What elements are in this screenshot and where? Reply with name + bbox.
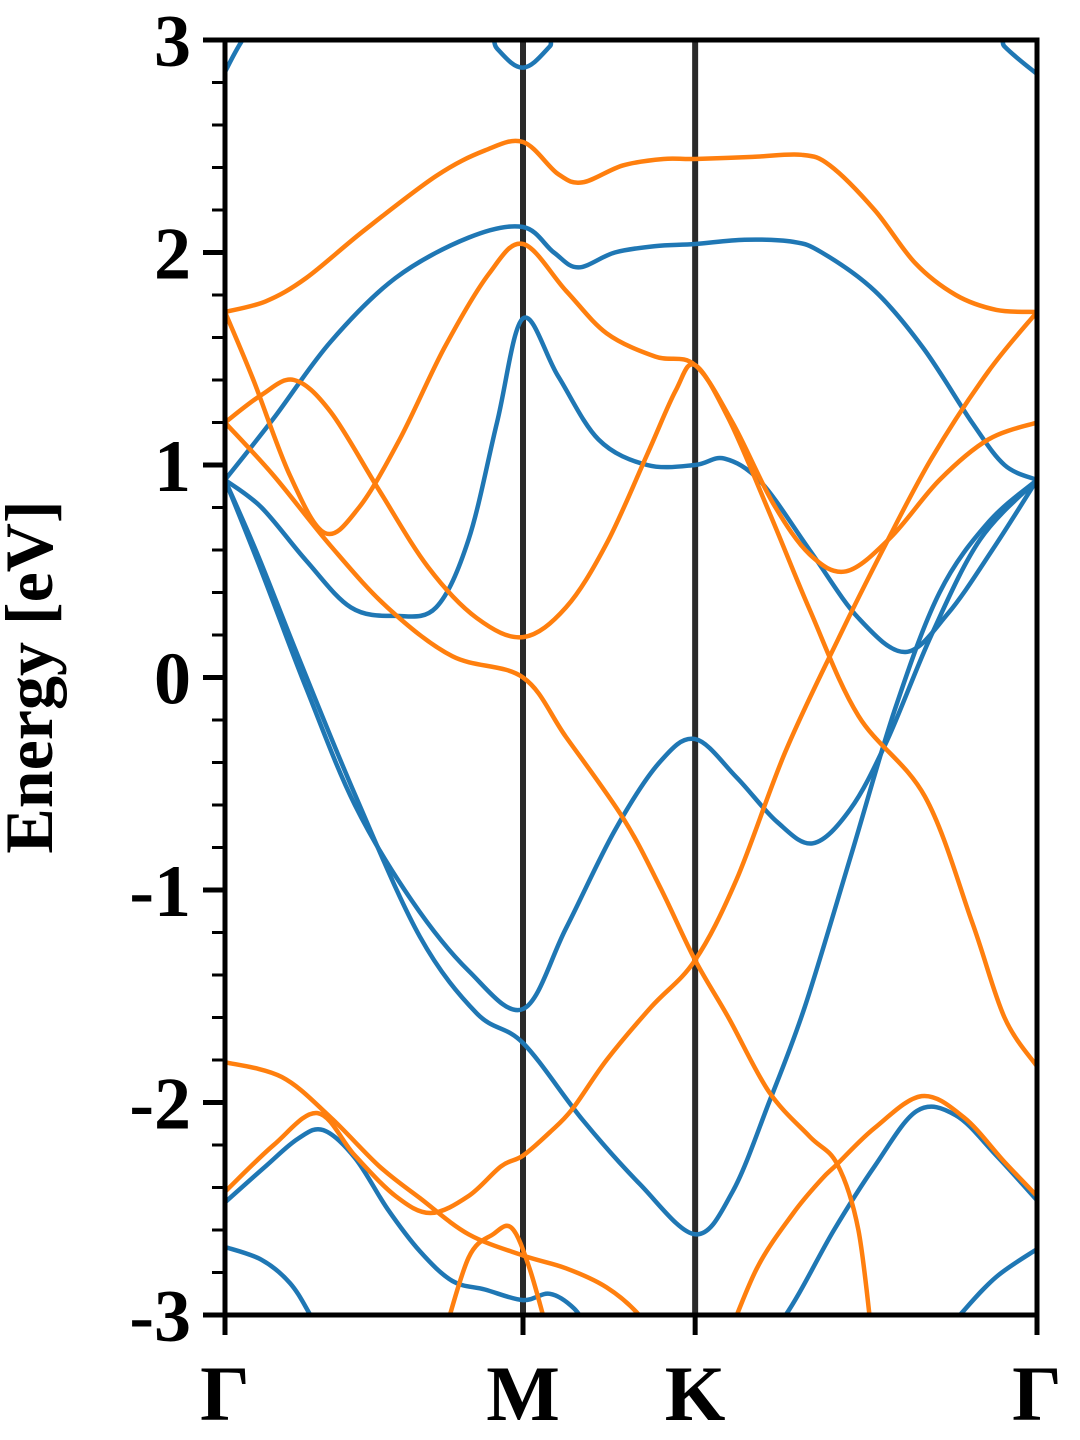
x-tick-label: K [665, 1350, 726, 1437]
y-tick-label: -1 [129, 851, 191, 933]
orange-band-4 [225, 420, 872, 1315]
blue-band-5 [225, 477, 1037, 1237]
blue-band-1 [225, 40, 1037, 77]
orange-band-5 [225, 1059, 643, 1315]
y-tick-label: 1 [154, 426, 191, 508]
y-axis-ticks [203, 37, 225, 1318]
y-tick-label: 0 [154, 639, 191, 721]
x-axis-ticks [222, 1315, 1040, 1335]
y-tick-label: -2 [129, 1064, 191, 1146]
band-curves [225, 40, 1037, 1315]
blue-band-2 [225, 224, 1037, 483]
y-axis-label: Energy [eV] [0, 500, 67, 853]
orange-band-1 [225, 138, 1037, 315]
x-tick-label: Γ [200, 1350, 250, 1437]
high-symmetry-vlines [520, 40, 699, 1315]
blue-band-7 [225, 1244, 1037, 1315]
blue-band-4 [225, 477, 1037, 1013]
orange-band-7 [447, 1223, 546, 1315]
y-axis-tick-labels: 3 2 1 0 -1 -2 -3 [129, 1, 191, 1358]
orange-band-6 [225, 309, 1037, 1216]
orange-band-8 [734, 1093, 1037, 1315]
orange-band-2 [225, 241, 1037, 575]
orange-band-3 [225, 362, 1037, 1069]
x-tick-label: Γ [1012, 1350, 1062, 1437]
blue-band-3 [225, 315, 1037, 655]
y-tick-label: 2 [154, 214, 191, 296]
y-tick-label: -3 [129, 1276, 191, 1358]
x-tick-label: M [486, 1350, 560, 1437]
y-tick-label: 3 [154, 1, 191, 83]
